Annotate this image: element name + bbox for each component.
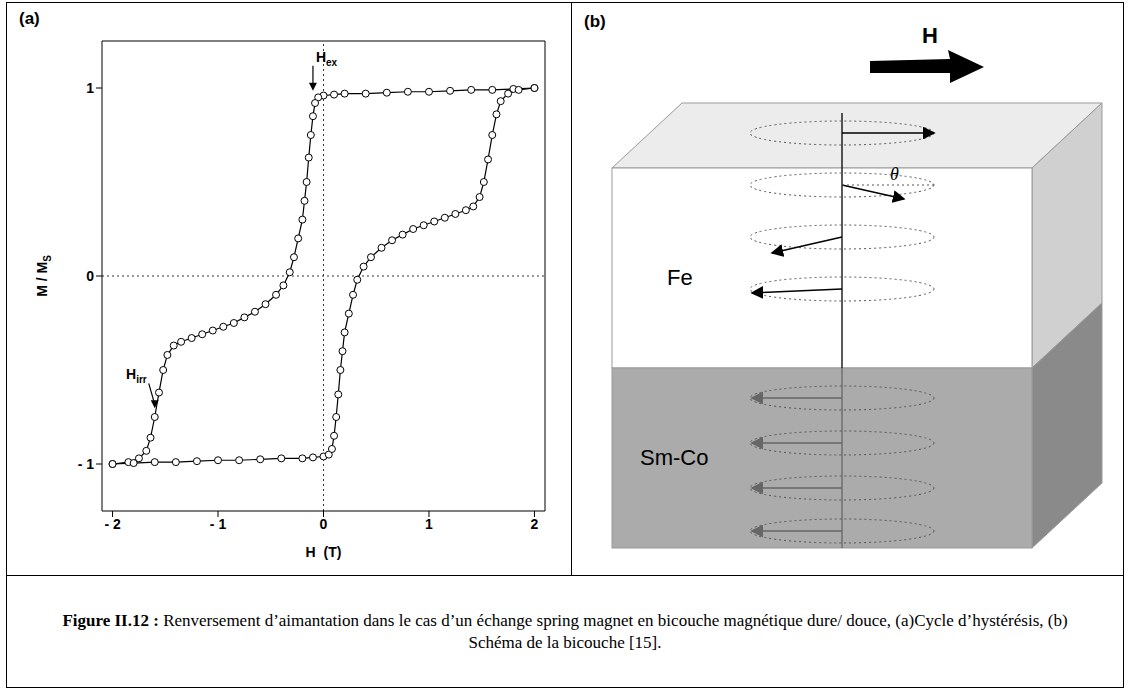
svg-text:θ: θ (890, 164, 899, 184)
svg-text:2: 2 (531, 516, 539, 532)
svg-text:1: 1 (425, 516, 433, 532)
svg-text:1: 1 (86, 80, 94, 96)
svg-text:M / MS: M / MS (34, 255, 53, 297)
svg-text:(b): (b) (584, 12, 606, 31)
svg-text:- 2: - 2 (104, 516, 121, 532)
svg-text:Fe: Fe (667, 265, 693, 290)
svg-text:Sm-Co: Sm-Co (640, 445, 708, 470)
svg-text:Hirr: Hirr (126, 366, 147, 385)
svg-text:- 1: - 1 (78, 456, 95, 472)
svg-text:- 1: - 1 (210, 516, 227, 532)
html-text:Figure II.12 : Renversement d’: Figure II.12 : Renversement d’aimantatio… (62, 610, 1068, 652)
svg-text:H (T): H (T) (306, 544, 342, 560)
svg-text:0: 0 (86, 268, 94, 284)
svg-text:H: H (922, 23, 938, 48)
svg-text:Hex: Hex (316, 49, 338, 68)
html-text:(a): (a) (19, 9, 40, 28)
svg-text:0: 0 (320, 516, 328, 532)
